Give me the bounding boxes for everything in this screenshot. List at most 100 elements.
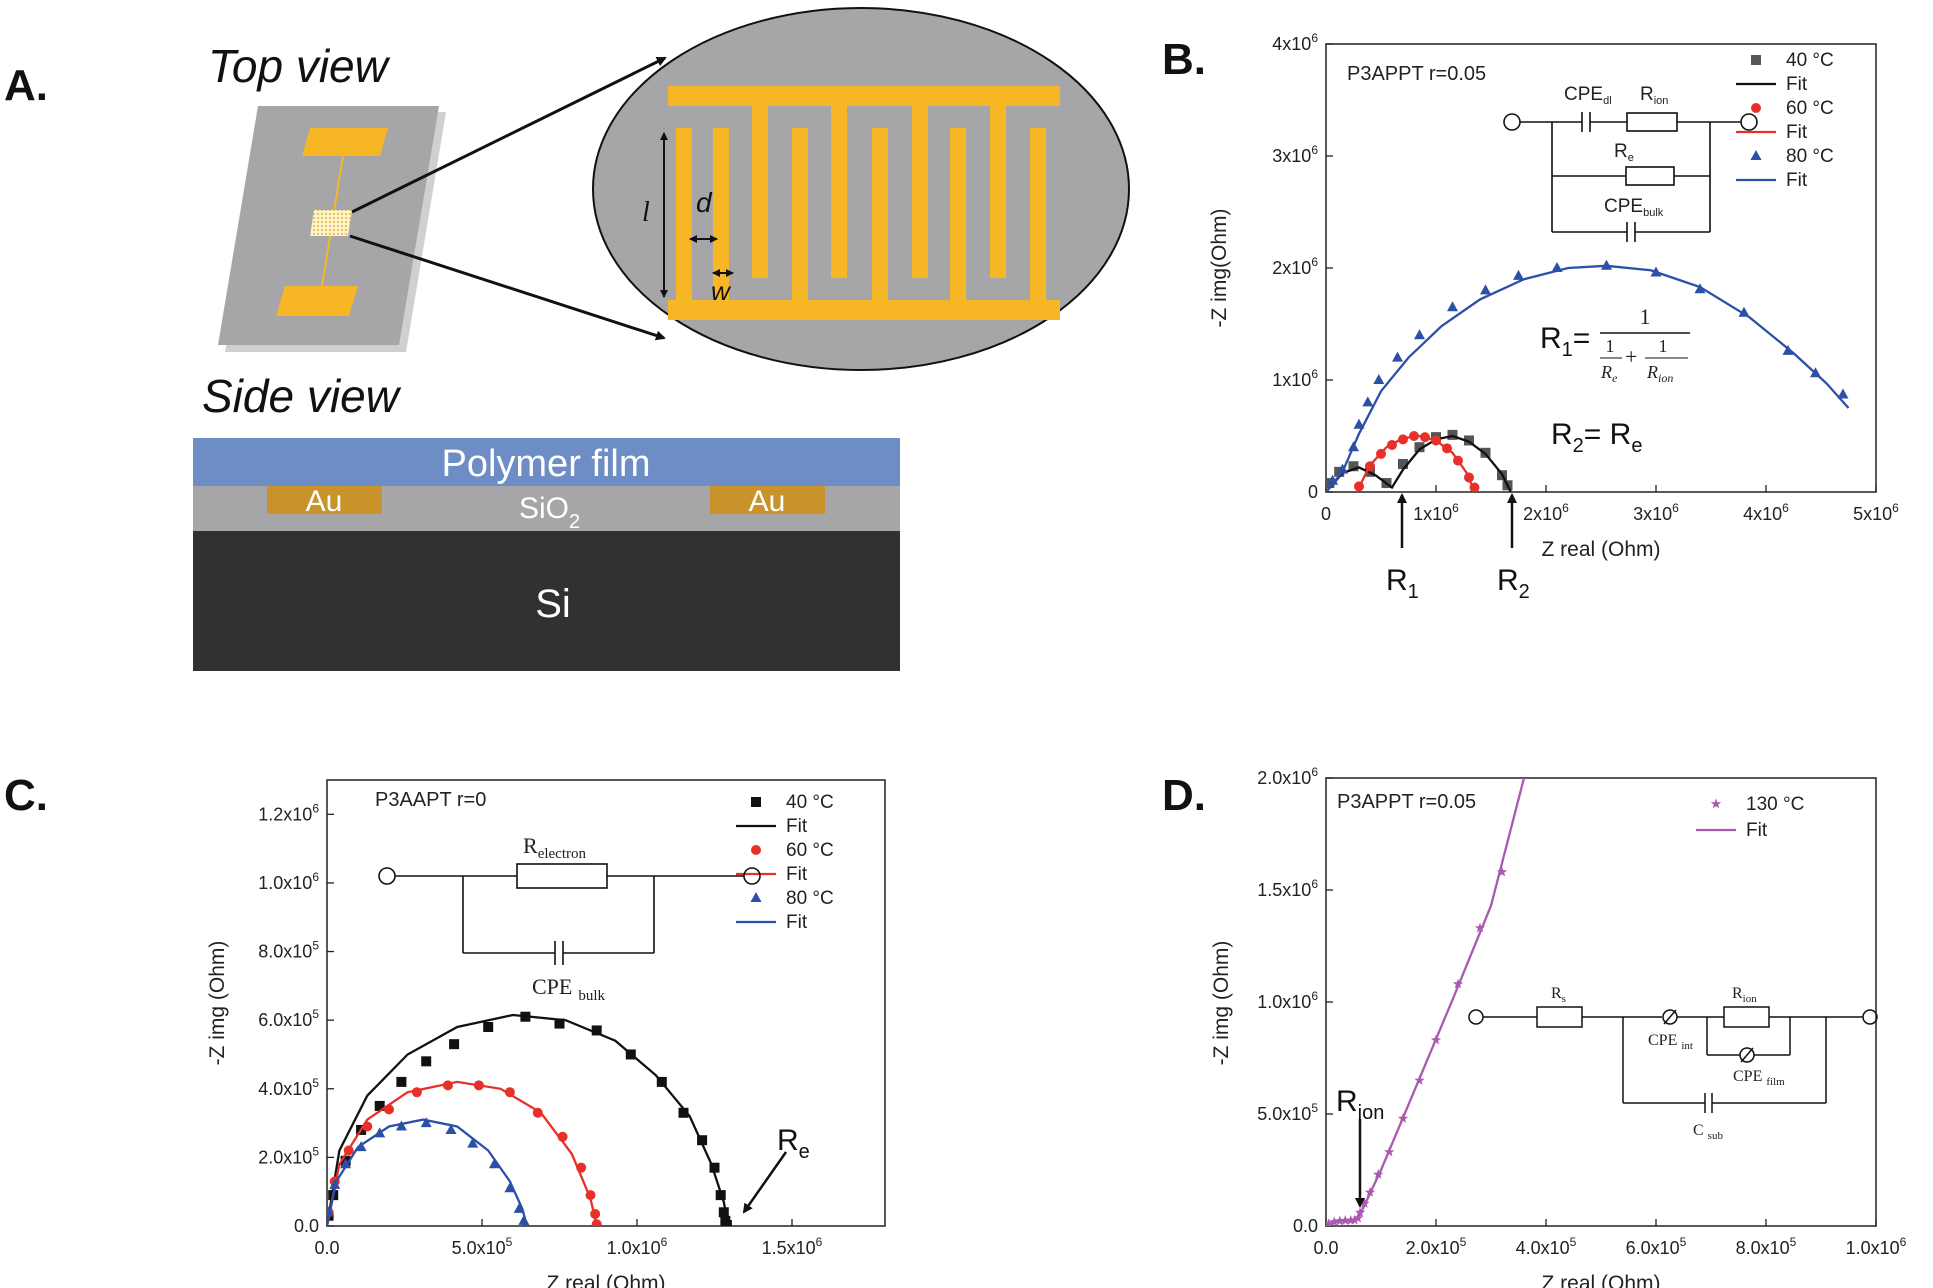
- comb-finger-0: [713, 128, 729, 300]
- series-group-C: [327, 1011, 732, 1226]
- comb-bottom-bus: [668, 300, 1060, 320]
- data-point-D-0-1: [1329, 1216, 1340, 1226]
- legend-label-C-3: Fit: [786, 864, 808, 885]
- eq1-lhs: R1=: [1540, 322, 1590, 361]
- eq1-plus: +: [1625, 344, 1637, 369]
- comb-finger-8: [1030, 128, 1046, 300]
- comb-finger-2: [792, 128, 808, 300]
- circuit-b-terminal-left: [1503, 113, 1521, 131]
- data-point-B-4-6: [1392, 351, 1403, 362]
- data-point-C-4-2: [340, 1158, 352, 1169]
- arrow-re-label: Re: [777, 1124, 810, 1163]
- x-tick-label-D-1: 2.0x105: [1406, 1235, 1467, 1258]
- x-tick-label-B-0: 0: [1321, 504, 1331, 524]
- legend-marker-C-4: [750, 892, 762, 902]
- y-tick-label-C-3: 6.0x105: [258, 1007, 319, 1030]
- panel-label-d: D.: [1162, 771, 1206, 820]
- x-tick-label-D-5: 1.0x106: [1846, 1235, 1907, 1258]
- au-right-electrode: [710, 486, 825, 514]
- legend-label-B-5: Fit: [1786, 170, 1808, 191]
- side-view-label: Side view: [202, 370, 402, 422]
- x-tick-label-C-1: 5.0x105: [452, 1235, 513, 1258]
- data-point-C-4-8: [467, 1137, 479, 1148]
- comb-top-bus: [668, 86, 1060, 106]
- comb-finger-5: [912, 106, 928, 278]
- x-tick-label-B-5: 5x106: [1853, 501, 1899, 524]
- circuit-b-r-ion: [1626, 112, 1678, 132]
- chart-b: 0 1x106 2x106 3x106 4x106 5x106 0 1x106 2x106 3x1…: [1208, 31, 1899, 561]
- circuit-c: [378, 863, 761, 965]
- y-axis-label-D: -Z img (Ohm): [1210, 941, 1233, 1066]
- y-tick-label-C-0: 0.0: [294, 1216, 319, 1236]
- eq2: R2= Re: [1551, 418, 1642, 457]
- fit-line-C-3: [327, 1080, 598, 1226]
- comb-finger-3: [831, 106, 847, 278]
- panel-b: B. 0 1x106 2x106 3x106 4x106 5x106 0 1x106 2x106…: [1162, 31, 1899, 603]
- dim-w-label: w: [711, 276, 732, 306]
- fit-line-D-1: [1326, 778, 1526, 1226]
- electrode-region: [310, 210, 352, 236]
- data-point-D-0-17: [1496, 866, 1508, 877]
- panel-label-b: B.: [1162, 35, 1206, 84]
- circuit-d: [1468, 1006, 1878, 1113]
- circuit-d-cpe-film-label: CPE film: [1733, 1068, 1785, 1088]
- data-point-C-0-18: [718, 1207, 729, 1218]
- data-point-C-0-7: [449, 1039, 460, 1050]
- circuit-c-r-electron: [516, 863, 608, 889]
- arrow-r1-label: R1: [1386, 564, 1419, 603]
- circuit-b: [1503, 112, 1758, 242]
- polymer-film-label: Polymer film: [441, 443, 650, 485]
- si-layer: [193, 531, 900, 671]
- data-point-C-0-11: [591, 1025, 602, 1036]
- x-tick-label-C-2: 1.0x106: [607, 1235, 668, 1258]
- data-point-C-0-15: [697, 1135, 708, 1146]
- legend-label-B-2: 60 °C: [1786, 98, 1834, 119]
- data-point-B-4-4: [1362, 396, 1374, 407]
- y-tick-label-C-1: 2.0x105: [258, 1144, 319, 1167]
- y-tick-label-B-2: 2x106: [1272, 255, 1318, 278]
- circuit-b-terminal-right: [1740, 113, 1758, 131]
- y-tick-label-D-0: 0.0: [1293, 1216, 1318, 1236]
- x-tick-label-B-1: 1x106: [1413, 501, 1459, 524]
- data-point-D-0-16: [1474, 922, 1486, 933]
- x-axis-label-D: Z real (Ohm): [1541, 1272, 1660, 1288]
- comb-finger-7: [990, 106, 1006, 278]
- data-point-B-4-7: [1414, 329, 1425, 340]
- legend-marker-D-0: [1710, 798, 1722, 809]
- x-tick-label-D-4: 8.0x105: [1736, 1235, 1797, 1258]
- x-axis-label-B: Z real (Ohm): [1541, 538, 1660, 561]
- data-point-B-0-5: [1398, 459, 1408, 469]
- y-tick-label-C-4: 8.0x105: [258, 939, 319, 962]
- data-point-B-0-2: [1348, 461, 1359, 472]
- data-point-B-4-8: [1447, 301, 1458, 312]
- circuit-d-cpe-int-label: CPE int: [1648, 1032, 1693, 1052]
- x-axis-label-C: Z real (Ohm): [546, 1272, 665, 1288]
- zoom-line-top: [351, 56, 667, 214]
- chart-c: 0.0 5.0x105 1.0x106 1.5x106 0.0 2.0x105 4.0x10…: [206, 779, 886, 1288]
- y-tick-label-D-1: 5.0x105: [1257, 1101, 1318, 1124]
- chart-title-B: P3APPT r=0.05: [1347, 63, 1486, 85]
- data-point-C-4-5: [395, 1120, 407, 1131]
- y-tick-label-C-6: 1.2x106: [258, 801, 319, 824]
- data-point-C-0-6: [421, 1056, 432, 1067]
- sio2-label: SiO2: [519, 492, 580, 533]
- polymer-film-layer: [193, 438, 900, 486]
- y-tick-label-C-5: 1.0x106: [258, 870, 319, 893]
- chart-title-D: P3APPT r=0.05: [1337, 791, 1476, 813]
- interdigitated-electrode: [668, 86, 1060, 320]
- y-tick-label-D-4: 2.0x106: [1257, 765, 1318, 788]
- circuit-c-r-label: Relectron: [523, 833, 586, 862]
- top-view-label: Top view: [208, 40, 391, 92]
- data-point-B-0-6: [1414, 442, 1425, 453]
- legend-marker-B-2: [1751, 103, 1761, 113]
- circuit-c-terminal-right: [743, 867, 761, 885]
- data-point-C-4-9: [488, 1158, 500, 1169]
- x-tick-label-D-3: 6.0x105: [1626, 1235, 1687, 1258]
- fit-line-B-1: [1326, 434, 1512, 492]
- legend-label-C-5: Fit: [786, 912, 808, 933]
- panel-d: D. 0.0 2.0x105 4.0x105 6.0x105 8.0x105 1.0x10…: [1162, 765, 1907, 1288]
- comb-finger-1: [752, 106, 768, 278]
- fit-line-C-1: [327, 1013, 730, 1226]
- fit-line-B-3: [1355, 434, 1476, 492]
